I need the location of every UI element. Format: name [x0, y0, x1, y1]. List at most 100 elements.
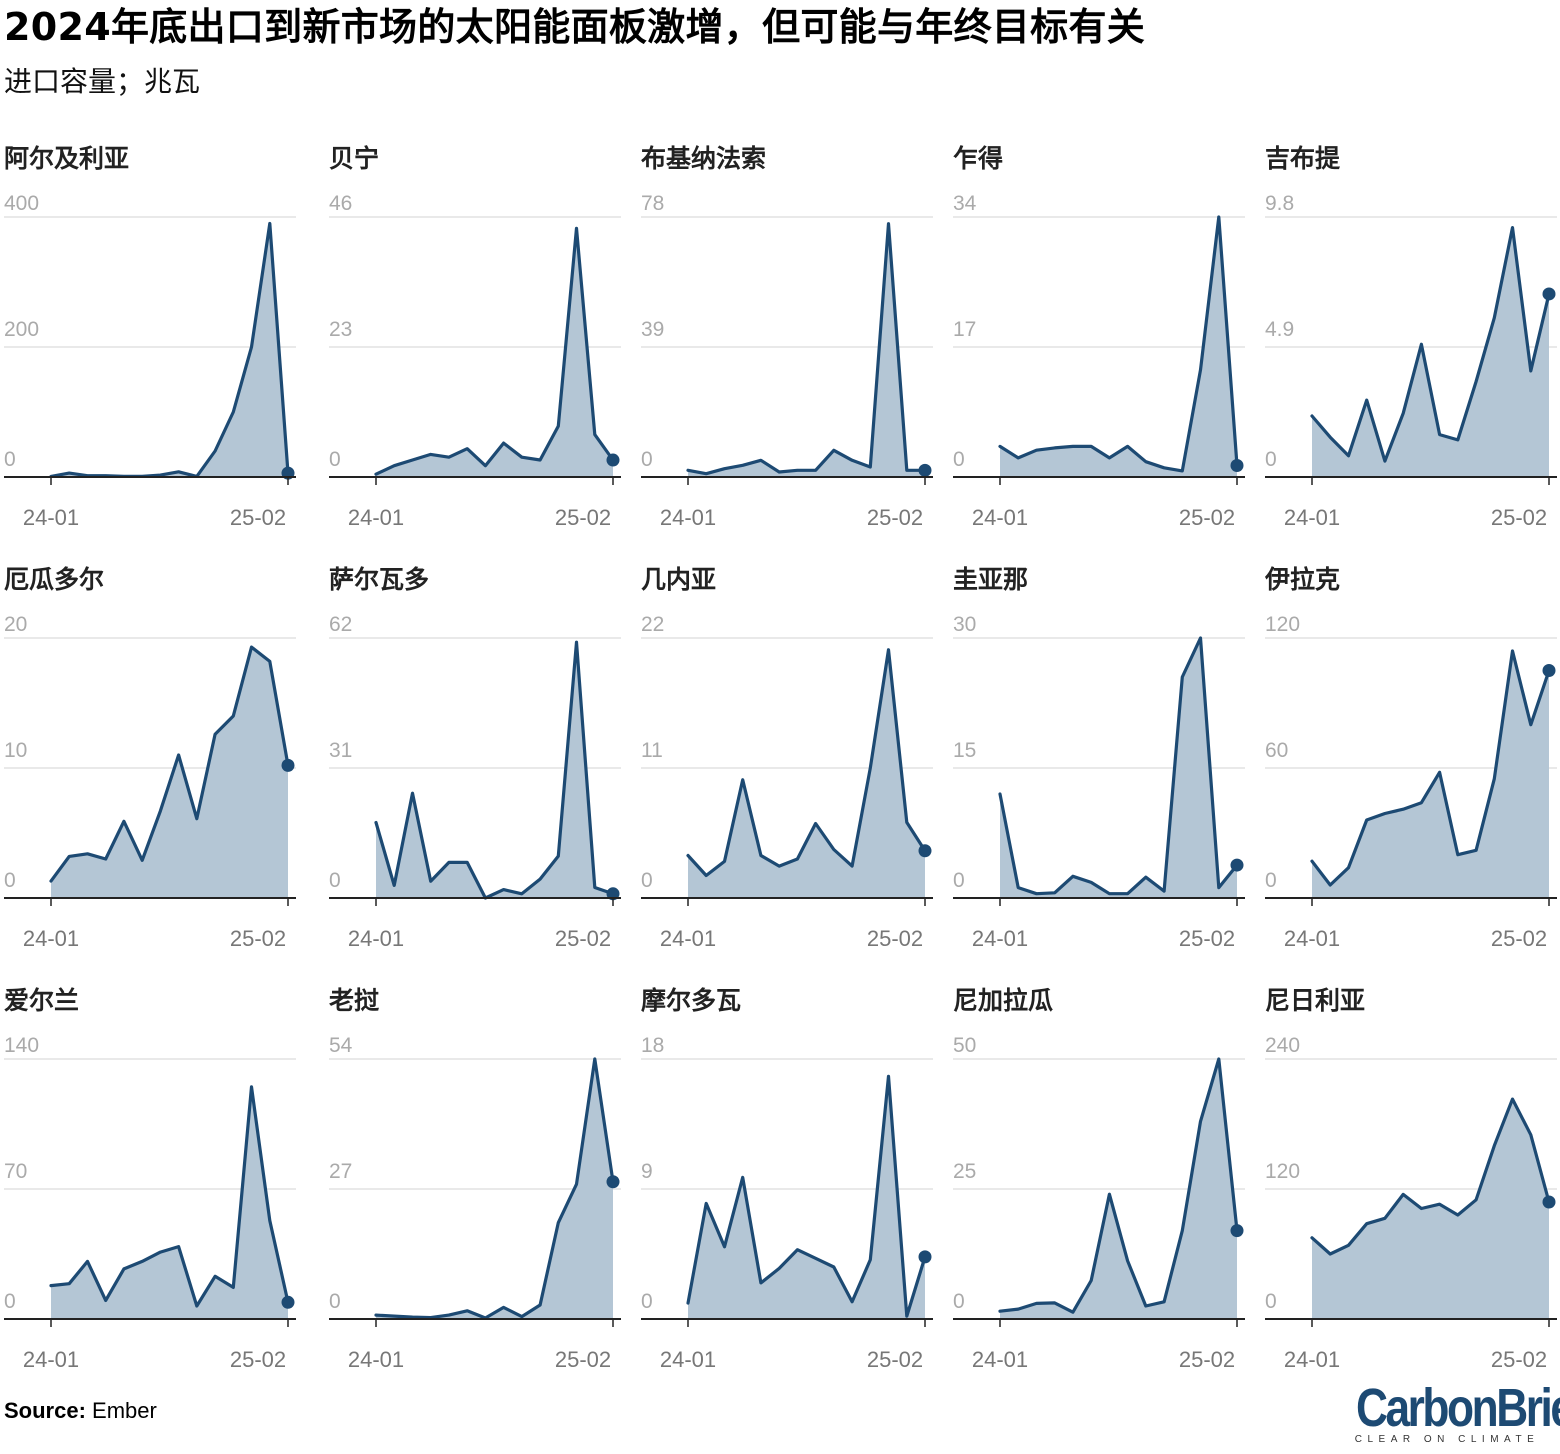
panel-8: 几内亚 0 11 22 24-01 25-02	[641, 565, 933, 951]
series-area	[688, 649, 925, 898]
last-value-marker	[1230, 459, 1244, 473]
y-tick-label: 0	[4, 1290, 16, 1313]
series-area	[376, 228, 613, 477]
series-line	[374, 1057, 615, 1320]
series-line	[49, 645, 290, 883]
x-tick-label-end: 25-02	[1179, 505, 1235, 530]
series-line	[1310, 1097, 1551, 1256]
x-tick-label-end: 25-02	[555, 1347, 611, 1372]
x-tick-label-start: 24-01	[23, 1347, 79, 1372]
page-subtitle: 进口容量；兆瓦	[4, 65, 201, 98]
series-line	[1310, 226, 1551, 463]
panel-title: 几内亚	[641, 565, 716, 594]
y-tick-label: 20	[4, 613, 27, 636]
y-tick-label: 60	[1265, 739, 1288, 762]
panel-title: 吉布提	[1265, 144, 1341, 173]
y-tick-label: 0	[329, 869, 341, 892]
series-area	[51, 647, 288, 898]
y-tick-label: 9	[641, 1160, 653, 1183]
series-area	[1000, 217, 1237, 477]
y-tick-label: 0	[1265, 1290, 1277, 1313]
y-tick-label: 0	[641, 869, 653, 892]
series-area	[1000, 638, 1237, 898]
y-tick-label: 120	[1265, 1160, 1300, 1183]
logo-tagline: CLEAR ON CLIMATE	[1354, 1434, 1540, 1445]
panel-13: 摩尔多瓦 0 9 18 24-01 25-02	[641, 986, 933, 1372]
series-line	[49, 221, 290, 478]
series-area	[688, 1076, 925, 1319]
panel-1: 阿尔及利亚 0 200 400 24-01 25-02	[4, 144, 296, 530]
y-tick-label: 27	[329, 1160, 352, 1183]
y-tick-label: 120	[1265, 613, 1300, 636]
panel-10: 伊拉克 0 60 120 24-01 25-02	[1264, 565, 1557, 951]
y-tick-label: 0	[329, 1290, 341, 1313]
x-tick-label-start: 24-01	[660, 505, 716, 530]
panel-title: 厄瓜多尔	[4, 565, 104, 594]
y-tick-label: 10	[4, 739, 27, 762]
last-value-marker	[918, 1250, 932, 1264]
x-tick-label-end: 25-02	[230, 1347, 286, 1372]
y-tick-label: 0	[641, 1290, 653, 1313]
series-area	[51, 223, 288, 477]
last-value-marker	[281, 758, 295, 772]
series-line	[374, 226, 615, 476]
x-tick-label-end: 25-02	[1491, 505, 1547, 530]
y-tick-label: 0	[641, 448, 653, 471]
y-tick-label: 18	[641, 1034, 664, 1057]
y-tick-label: 0	[1265, 448, 1277, 471]
x-tick-label-end: 25-02	[1179, 926, 1235, 951]
panel-5: 吉布提 0 4.9 9.8 24-01 25-02	[1265, 144, 1557, 530]
y-tick-label: 11	[641, 739, 663, 762]
panel-title: 阿尔及利亚	[4, 144, 129, 173]
y-tick-label: 4.9	[1265, 318, 1294, 341]
source-label: Source:	[4, 1398, 86, 1423]
x-tick-label-end: 25-02	[1491, 1347, 1547, 1372]
panel-title: 乍得	[953, 144, 1003, 173]
panel-title: 伊拉克	[1264, 565, 1340, 594]
y-tick-label: 17	[953, 318, 976, 341]
series-area	[688, 223, 925, 477]
x-tick-label-start: 24-01	[23, 926, 79, 951]
y-tick-label: 25	[953, 1160, 976, 1183]
series-line	[686, 648, 927, 878]
x-tick-label-start: 24-01	[972, 926, 1028, 951]
panel-title: 摩尔多瓦	[641, 986, 741, 1015]
y-tick-label: 39	[641, 318, 664, 341]
x-tick-label-start: 24-01	[1284, 926, 1340, 951]
panel-7: 萨尔瓦多 0 31 62 24-01 25-02	[329, 565, 621, 951]
panel-3: 布基纳法索 0 39 78 24-01 25-02	[641, 144, 933, 530]
y-tick-label: 9.8	[1265, 192, 1294, 215]
series-area	[51, 1086, 288, 1319]
last-value-marker	[1230, 858, 1244, 872]
x-tick-label-end: 25-02	[867, 1347, 923, 1372]
y-tick-label: 0	[953, 869, 965, 892]
y-tick-label: 31	[329, 739, 352, 762]
x-tick-label-start: 24-01	[348, 926, 404, 951]
y-tick-label: 78	[641, 192, 664, 215]
panel-9: 圭亚那 0 15 30 24-01 25-02	[953, 565, 1245, 951]
y-tick-label: 0	[953, 1290, 965, 1313]
y-tick-label: 54	[329, 1034, 353, 1057]
series-area	[1312, 1099, 1549, 1319]
last-value-marker	[1542, 664, 1556, 677]
panel-title: 萨尔瓦多	[329, 565, 429, 594]
series-line	[686, 1074, 927, 1318]
y-tick-label: 50	[953, 1034, 976, 1057]
x-tick-label-end: 25-02	[555, 926, 611, 951]
x-tick-label-start: 24-01	[348, 1347, 404, 1372]
panel-14: 尼加拉瓜 0 25 50 24-01 25-02	[953, 986, 1245, 1372]
panel-11: 爱尔兰 0 70 140 24-01 25-02	[4, 986, 296, 1372]
series-line	[686, 222, 927, 476]
last-value-marker	[1542, 1195, 1556, 1209]
panel-title: 爱尔兰	[4, 986, 79, 1015]
series-area	[1312, 227, 1549, 477]
panel-6: 厄瓜多尔 0 10 20 24-01 25-02	[4, 565, 296, 951]
y-tick-label: 23	[329, 318, 352, 341]
source-value: Ember	[92, 1398, 157, 1423]
y-tick-label: 0	[1265, 869, 1277, 892]
x-tick-label-end: 25-02	[867, 505, 923, 530]
panel-title: 圭亚那	[953, 565, 1028, 594]
series-line	[49, 1085, 290, 1308]
x-tick-label-start: 24-01	[1284, 1347, 1340, 1372]
